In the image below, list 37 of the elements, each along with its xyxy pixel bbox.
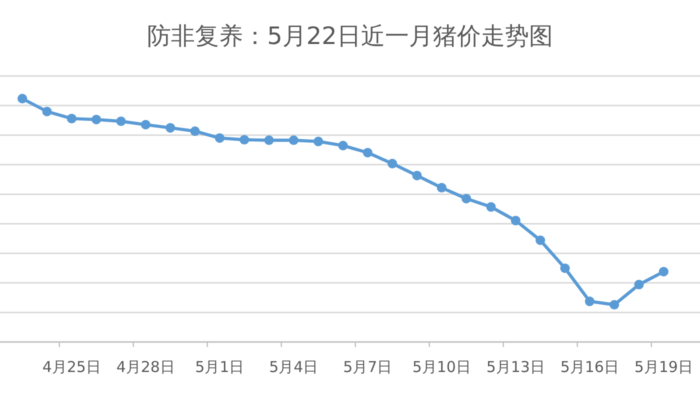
- point: [92, 114, 102, 124]
- point: [584, 296, 594, 306]
- point: [190, 126, 200, 136]
- x-tick-label: 5月4日: [269, 358, 318, 376]
- point: [412, 170, 422, 180]
- point: [634, 280, 644, 290]
- x-tick-label: 5月1日: [195, 358, 244, 376]
- point: [140, 120, 150, 130]
- point: [66, 114, 76, 124]
- point: [510, 216, 520, 226]
- x-tick-label: 5月7日: [343, 358, 392, 376]
- point: [214, 133, 224, 143]
- point: [536, 235, 546, 246]
- point: [116, 116, 126, 126]
- point: [314, 136, 324, 146]
- point: [264, 135, 274, 146]
- x-tick-label: 5月10日: [412, 358, 471, 376]
- point: [166, 123, 176, 133]
- point: [658, 266, 668, 276]
- point: [338, 140, 348, 150]
- x-tick-label: 4月28日: [116, 358, 175, 376]
- point: [362, 148, 372, 158]
- point: [462, 194, 472, 204]
- point: [42, 106, 52, 116]
- x-tick-label: 5月16日: [560, 358, 619, 376]
- point: [18, 94, 28, 104]
- x-tick-label: 5月19日: [634, 358, 693, 376]
- point: [486, 202, 496, 212]
- point: [240, 134, 250, 145]
- point: [610, 300, 620, 310]
- point: [436, 182, 446, 192]
- point: [560, 263, 570, 274]
- chart-title: 防非复养：5月22日近一月猪价走势图: [147, 22, 553, 50]
- point: [388, 158, 398, 168]
- point: [288, 135, 298, 146]
- x-tick-label: 4月25日: [42, 358, 101, 376]
- x-tick-label: 5月13日: [486, 358, 545, 376]
